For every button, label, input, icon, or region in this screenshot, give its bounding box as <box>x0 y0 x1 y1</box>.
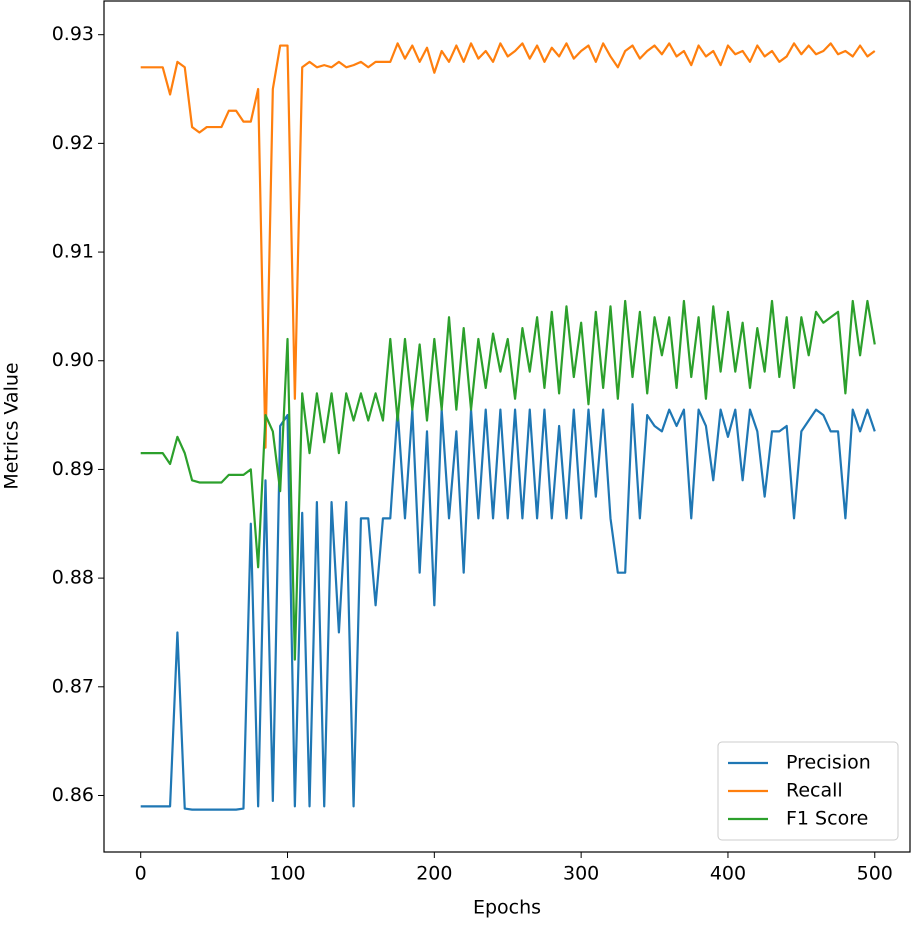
x-tick-label: 300 <box>563 863 599 885</box>
y-tick-label: 0.93 <box>52 23 94 45</box>
x-tick-label: 200 <box>416 863 452 885</box>
legend-label: Recall <box>786 780 843 802</box>
x-tick-label: 500 <box>857 863 893 885</box>
legend: Precision Recall F1 Score <box>717 741 899 841</box>
x-tick-label: 0 <box>135 863 147 885</box>
y-tick-label: 0.90 <box>52 349 94 371</box>
y-tick-label: 0.91 <box>52 241 94 263</box>
y-tick-label: 0.89 <box>52 458 94 480</box>
x-tick-label: 100 <box>269 863 305 885</box>
legend-label: F1 Score <box>786 808 868 830</box>
legend-box <box>717 741 899 841</box>
series-line <box>140 42 876 449</box>
x-tick-label: 400 <box>710 863 746 885</box>
y-tick-label: 0.86 <box>52 784 94 806</box>
plot-frame <box>103 0 911 853</box>
y-tick-label: 0.92 <box>52 132 94 154</box>
series-line <box>140 299 876 661</box>
y-tick-label: 0.88 <box>52 567 94 589</box>
x-axis-label: Epochs <box>473 897 541 919</box>
series-line <box>140 403 876 811</box>
y-tick-label: 0.87 <box>52 675 94 697</box>
legend-label: Precision <box>786 752 871 774</box>
y-axis-label: Metrics Value <box>1 362 23 489</box>
